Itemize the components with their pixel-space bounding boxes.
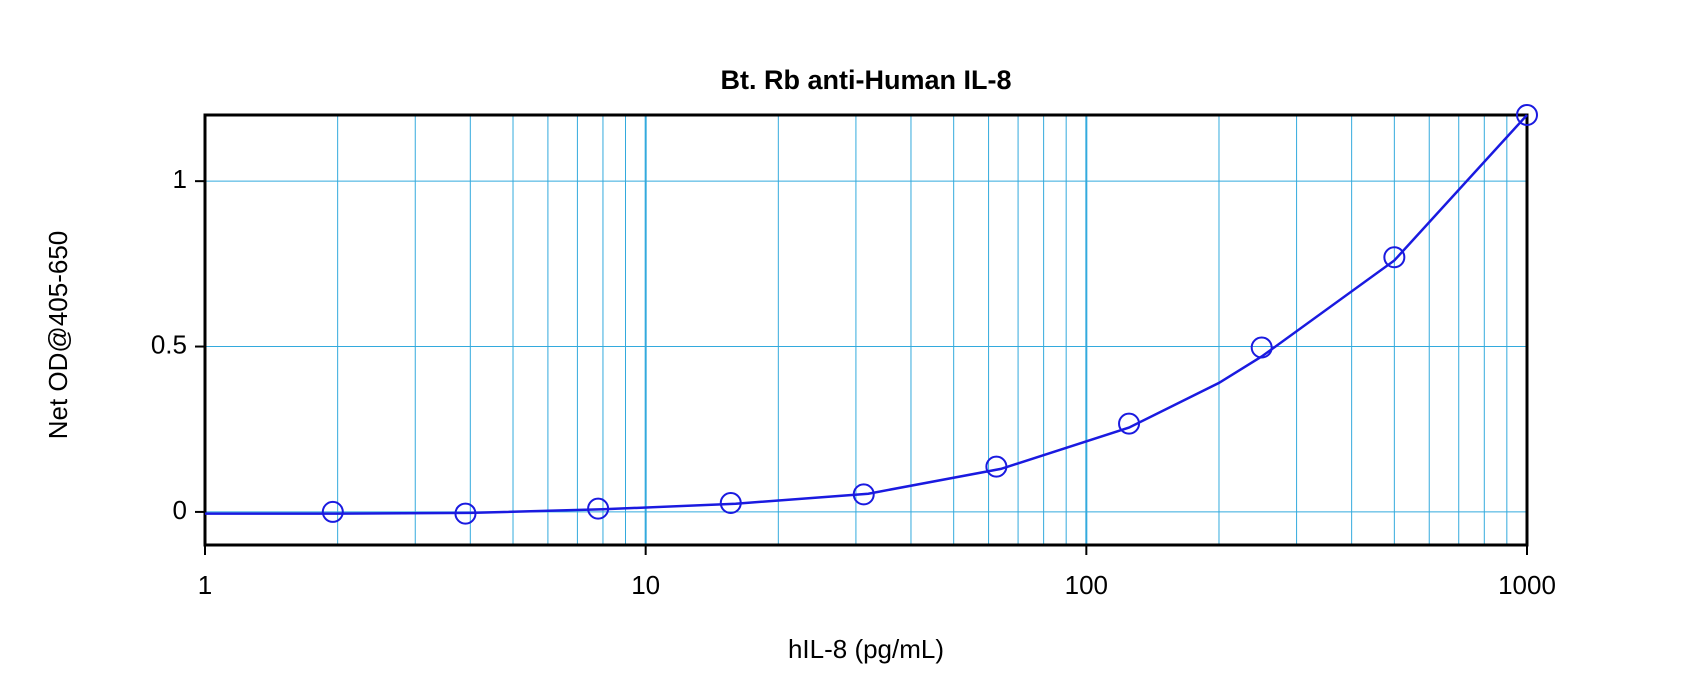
x-axis-label: hIL-8 (pg/mL) xyxy=(788,634,944,664)
data-point xyxy=(321,500,344,523)
data-point xyxy=(1250,336,1273,359)
fit-line xyxy=(205,114,1528,515)
plot-frame xyxy=(203,113,1529,547)
data-point xyxy=(1516,104,1538,126)
chart-title: Bt. Rb anti-Human IL-8 xyxy=(721,65,1012,95)
x-tick-label: 1000 xyxy=(1498,570,1556,600)
y-tick-label: 0.5 xyxy=(151,329,187,359)
data-point xyxy=(1383,246,1406,269)
y-tick-label: 1 xyxy=(173,164,187,194)
x-tick-label: 10 xyxy=(631,570,660,600)
data-point xyxy=(985,455,1008,478)
y-axis-label: Net OD@405-650 xyxy=(43,231,73,440)
y-tick-label: 0 xyxy=(173,495,187,525)
x-tick-label: 1 xyxy=(198,570,212,600)
x-tick-label: 100 xyxy=(1065,570,1108,600)
